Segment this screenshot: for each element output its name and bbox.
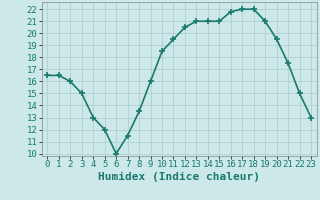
X-axis label: Humidex (Indice chaleur): Humidex (Indice chaleur) <box>98 172 260 182</box>
